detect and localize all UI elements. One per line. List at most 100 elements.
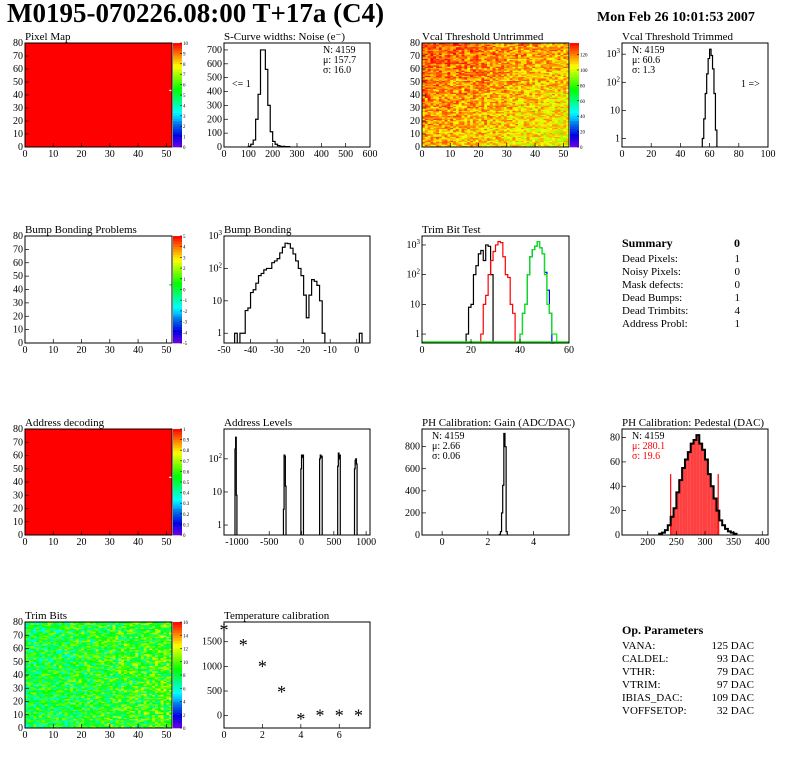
heatmap-cell [520,139,525,141]
heatmap-cell [515,95,519,97]
heatmap-cell [458,46,462,49]
heatmap-cell [563,140,567,143]
heatmap-cell [566,141,570,144]
heatmap-cell [424,132,428,135]
plot-frame [421,235,570,344]
heatmap-cell [453,46,457,49]
heatmap-cell [518,110,522,113]
heatmap-cell [30,645,34,648]
heatmap-cell [487,135,491,137]
heatmap-cell [475,104,479,106]
heatmap-cell [512,137,516,140]
heatmap-cell [506,100,510,102]
heatmap-cell [472,83,477,85]
heatmap-cell [422,79,426,81]
heatmap-cell [512,119,516,122]
heatmap-cell [475,96,479,98]
heatmap-cell [560,101,564,104]
heatmap-cell [520,66,525,68]
heatmap-cell [487,109,491,111]
heatmap-cell [458,130,462,132]
heatmap-cell [461,63,465,66]
heatmap-cell [453,102,457,105]
heatmap-cell [529,118,533,120]
heatmap-cell [27,625,31,628]
heatmap-cell [506,126,510,128]
heatmap-cell [433,144,437,146]
heatmap-cell [481,84,485,87]
heatmap-cell [535,109,539,111]
heatmap-cell [515,124,519,127]
heatmap-cell [554,48,558,50]
heatmap-cell [489,43,493,45]
heatmap-cell [566,56,570,58]
heatmap-cell [520,124,525,127]
heatmap-cell [444,111,448,114]
heatmap-cell [549,62,553,65]
palette-cell [173,131,182,135]
heatmap-cell [441,110,445,113]
heatmap-cell [481,111,485,114]
heatmap-cell [481,102,485,105]
heatmap-cell [495,57,499,59]
heatmap-cell [30,689,34,692]
x-tick-label: 4 [531,537,536,548]
heatmap-cell [441,130,445,132]
heatmap-cell [475,56,479,58]
heatmap-cell [492,141,496,144]
heatmap-cell [563,56,567,58]
heatmap-cell [458,101,462,104]
y-tick-label: 103 [209,229,223,242]
heatmap-cell [25,649,29,652]
heatmap-cell [450,63,454,66]
heatmap-cell [563,100,567,102]
heatmap-cell [433,78,437,80]
heatmap-cell [512,46,516,49]
heatmap-cell [557,130,561,132]
heatmap-cell [503,65,508,67]
heatmap-cell [501,122,505,124]
stats-line: σ: 1.3 [632,65,655,76]
heatmap-cell [27,636,31,639]
heatmap-cell [430,74,434,76]
y-tick-label: 20 [13,504,23,515]
heatmap-cell [501,127,505,130]
heatmap-cell [509,53,513,55]
heatmap-cell [509,140,513,143]
heatmap-cell [25,677,29,680]
heatmap-cell [430,130,434,132]
heatmap-cell [427,139,431,141]
palette-cell [570,66,579,70]
palette-tick-label: 0.2 [183,513,190,518]
heatmap-cell [470,144,474,146]
heatmap-cell [501,102,505,105]
heatmap-cell [512,87,516,89]
exponent: 2 [617,75,621,83]
heatmap-cell [535,69,539,71]
heatmap-cell [509,115,513,118]
heatmap-cell [484,84,488,87]
heatmap-cell [509,76,513,79]
heatmap-cell [532,140,536,143]
heatmap-cell [458,66,462,68]
heatmap-cell [487,92,491,94]
palette-cell [173,56,182,59]
heatmap-cell [560,93,564,96]
heatmap-cell [484,110,488,113]
heatmap-cell [489,58,493,61]
heatmap-cell [467,110,471,113]
heatmap-cell [535,122,539,124]
heatmap-cell [495,76,499,79]
heatmap-cell [509,101,513,104]
x-tick-label: 1000 [356,537,376,548]
heatmap-cell [495,52,499,54]
heatmap-cell [427,130,431,132]
heatmap-cell [554,79,558,81]
heatmap-cell [461,131,465,133]
heatmap-cell [444,96,448,98]
heatmap-cell [557,117,561,119]
heatmap-cell [478,105,482,107]
heatmap-cell [543,108,547,110]
heatmap-cell [441,143,445,145]
